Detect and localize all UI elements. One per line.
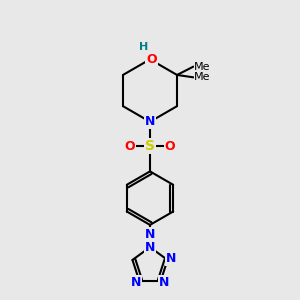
Text: O: O xyxy=(165,140,175,153)
Text: Me: Me xyxy=(194,61,211,72)
Text: N: N xyxy=(145,228,155,241)
Text: N: N xyxy=(159,275,170,289)
Text: N: N xyxy=(166,252,176,265)
Text: O: O xyxy=(146,53,157,66)
Text: H: H xyxy=(139,42,148,52)
Text: O: O xyxy=(125,140,135,153)
Text: N: N xyxy=(145,115,155,128)
Text: S: S xyxy=(145,139,155,153)
Text: N: N xyxy=(145,241,155,254)
Text: N: N xyxy=(130,275,141,289)
Text: Me: Me xyxy=(194,72,211,82)
